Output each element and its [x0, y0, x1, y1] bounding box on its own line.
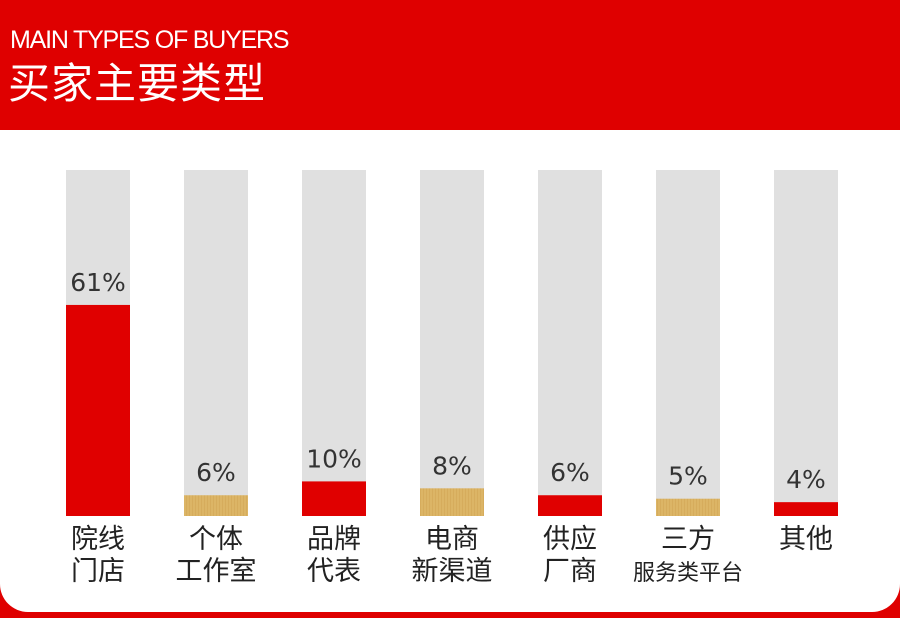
category-label: 电商	[425, 524, 479, 555]
category-label: 服务类平台	[633, 561, 743, 586]
category-label: 工作室	[176, 556, 257, 587]
chart-title: 买家主要类型	[8, 59, 267, 108]
bar	[184, 495, 248, 516]
bar-track	[538, 170, 602, 516]
category-label: 其他	[779, 524, 833, 555]
bar	[656, 498, 720, 516]
category-label: 新渠道	[412, 556, 493, 587]
bar	[420, 488, 484, 516]
bar-track	[420, 170, 484, 516]
category-label: 三方	[661, 524, 715, 555]
bar	[302, 481, 366, 516]
bar-track	[656, 170, 720, 516]
bar-track	[774, 170, 838, 516]
chart-subtitle: MAIN TYPES OF BUYERS	[10, 26, 290, 54]
data-label: 10%	[306, 444, 362, 473]
chart-panel: 61% 院线 门店 6% 个体 工作室 10% 品牌 代表 8% 电商 新渠道 6% 供应 厂商 5% 三方服务…	[0, 130, 900, 612]
bar-track	[302, 170, 366, 516]
category-label: 门店	[71, 556, 125, 587]
category-label: 厂商	[543, 556, 597, 587]
data-label: 61%	[70, 268, 126, 297]
data-label: 6%	[550, 458, 590, 487]
data-label: 6%	[196, 458, 236, 487]
bar	[774, 502, 838, 516]
data-label: 8%	[432, 451, 472, 480]
header-band: MAIN TYPES OF BUYERS 买家主要类型	[0, 0, 900, 130]
category-label: 代表	[307, 556, 361, 587]
bar-track	[184, 170, 248, 516]
bar-group: 4% 其他	[774, 170, 838, 555]
category-label: 品牌	[307, 524, 361, 555]
bar	[538, 495, 602, 516]
data-label: 4%	[786, 465, 826, 494]
category-label: 供应	[543, 524, 597, 555]
category-label: 院线	[71, 524, 125, 555]
category-label: 个体	[189, 524, 243, 555]
data-label: 5%	[668, 462, 708, 491]
bar	[66, 304, 130, 516]
